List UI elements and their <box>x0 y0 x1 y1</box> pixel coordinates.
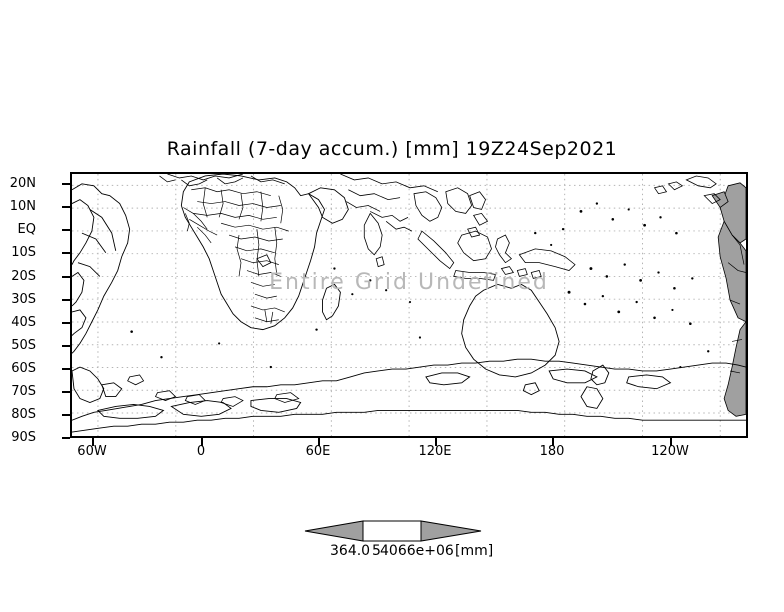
antarctica <box>72 358 746 433</box>
ytick-label-90S: 90S <box>11 430 36 445</box>
brazil-left-wrap <box>72 183 131 354</box>
ytick-mark-90S <box>62 437 70 439</box>
colorbar-max-label: 4066e+06 <box>380 543 454 559</box>
xtick-label-180: 180 <box>539 444 565 459</box>
xtick-mark-120E <box>435 438 437 446</box>
pacific-islands <box>130 202 710 369</box>
xtick-mark-60E <box>318 438 320 446</box>
colorbar-mid-band <box>362 520 422 542</box>
ytick-label-20N: 20N <box>9 176 36 191</box>
ytick-mark-20S <box>62 276 70 278</box>
ytick-mark-40S <box>62 322 70 324</box>
ytick-mark-10N <box>62 206 70 208</box>
page-title: Rainfall (7-day accum.) [mm] 19Z24Sep202… <box>166 138 618 160</box>
xtick-mark-180 <box>552 438 554 446</box>
map-frame: Entire Grid Undefined <box>70 172 748 438</box>
xtick-label-0: 0 <box>196 444 206 459</box>
map-plot-area: Entire Grid Undefined <box>72 174 746 436</box>
europe <box>159 174 285 187</box>
colorbar <box>300 518 486 544</box>
ytick-label-30S: 30S <box>11 292 36 307</box>
colorbar-high-extend <box>420 520 482 542</box>
ytick-label-50S: 50S <box>11 338 36 353</box>
colorbar-low-extend <box>304 520 364 542</box>
xtick-label-120E: 120E <box>418 444 452 459</box>
ytick-label-EQ: EQ <box>17 222 36 237</box>
ytick-mark-20N <box>62 183 70 185</box>
australia <box>461 283 560 396</box>
ytick-mark-10S <box>62 252 70 254</box>
ytick-mark-EQ <box>62 229 70 231</box>
world-coastlines <box>72 174 746 433</box>
ytick-label-40S: 40S <box>11 315 36 330</box>
ytick-mark-30S <box>62 299 70 301</box>
ytick-label-60S: 60S <box>11 361 36 376</box>
ytick-mark-70S <box>62 391 70 393</box>
ytick-label-10N: 10N <box>9 199 36 214</box>
colorbar-overlap-fragment: 5 <box>372 543 381 559</box>
ytick-label-80S: 80S <box>11 407 36 422</box>
africa <box>180 174 349 331</box>
southern-islands <box>127 254 300 407</box>
map-gridlines <box>72 174 746 436</box>
colorbar-units-label: [mm] <box>455 543 494 559</box>
ytick-label-10S: 10S <box>11 245 36 260</box>
xtick-label-120W: 120W <box>651 444 689 459</box>
ytick-label-20S: 20S <box>11 269 36 284</box>
new-zealand <box>580 364 610 409</box>
colorbar-labels: 364.0 5 4066e+06 [mm] <box>0 543 784 563</box>
xtick-mark-60W <box>92 438 94 446</box>
xtick-mark-120W <box>670 438 672 446</box>
colorbar-min-label: 364.0 <box>330 543 371 559</box>
ytick-mark-50S <box>62 345 70 347</box>
xtick-label-60W: 60W <box>77 444 107 459</box>
ytick-mark-60S <box>62 368 70 370</box>
ytick-label-70S: 70S <box>11 384 36 399</box>
asia <box>340 174 438 268</box>
south-america-landmass <box>711 182 746 417</box>
southeast-asia <box>413 187 576 281</box>
ytick-mark-80S <box>62 414 70 416</box>
xtick-label-60E: 60E <box>305 444 331 459</box>
xtick-mark-0 <box>201 438 203 446</box>
